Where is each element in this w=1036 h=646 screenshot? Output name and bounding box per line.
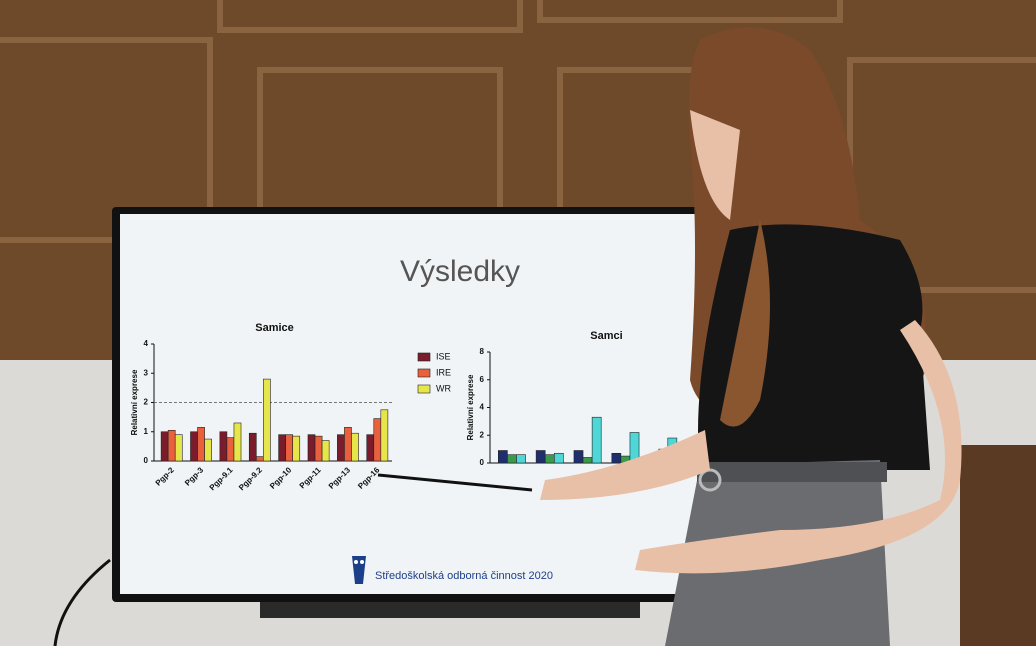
- chart-title: Samice: [255, 322, 294, 334]
- bar: [373, 418, 382, 462]
- legend-label: ISE: [436, 351, 451, 361]
- cable: [53, 558, 111, 646]
- tv-screen: [120, 214, 724, 594]
- legend-label: WR: [436, 383, 451, 393]
- cabinet: [960, 445, 1036, 646]
- pointer: [377, 473, 533, 492]
- legend-swatch: [417, 352, 431, 362]
- bar: [582, 457, 593, 464]
- bar: [380, 409, 389, 462]
- y-tick-label: 1: [144, 427, 149, 436]
- bar: [516, 454, 526, 464]
- bar: [292, 435, 301, 462]
- bar: [255, 456, 264, 462]
- slide-footer: Středoškolská odborná činnost 2020: [375, 570, 553, 582]
- bar: [204, 438, 212, 462]
- y-tick-label: 2: [144, 398, 149, 407]
- bar: [366, 434, 375, 462]
- bar: [226, 437, 235, 462]
- bar: [285, 434, 294, 462]
- bar: [167, 429, 176, 462]
- bar: [344, 427, 352, 462]
- bar: [174, 434, 183, 462]
- legend-label: IRE: [436, 367, 451, 377]
- bar: [337, 434, 345, 462]
- presenter: [540, 27, 962, 646]
- bar: [321, 440, 330, 462]
- bar: [535, 450, 546, 464]
- bar: [314, 435, 323, 462]
- bar: [190, 431, 198, 462]
- logo: [352, 556, 366, 584]
- y-tick-label: 3: [144, 368, 149, 377]
- bar: [248, 432, 257, 462]
- y-tick-label: 4: [144, 339, 149, 348]
- y-axis-label: Relativní exprese: [466, 374, 475, 440]
- y-tick-label: 0: [480, 458, 485, 467]
- bar: [278, 434, 286, 462]
- y-axis-label: Relativní exprese: [130, 369, 139, 435]
- y-tick-label: 8: [480, 347, 485, 356]
- bar: [573, 450, 584, 464]
- bar: [611, 452, 622, 464]
- bar: [263, 378, 271, 462]
- y-tick-label: 0: [144, 456, 149, 465]
- legend-swatch: [417, 384, 431, 394]
- bar: [197, 427, 205, 462]
- tv-stand: [260, 602, 640, 618]
- bar: [233, 422, 242, 462]
- bar: [351, 432, 359, 462]
- bar: [553, 452, 564, 464]
- bar: [497, 450, 508, 464]
- y-tick-label: 2: [480, 430, 485, 439]
- bar: [544, 454, 555, 464]
- bar: [307, 434, 316, 462]
- y-tick-label: 4: [480, 403, 485, 412]
- bar: [219, 431, 228, 462]
- slide-title: Výsledky: [400, 255, 520, 288]
- bar: [160, 431, 169, 462]
- bar: [591, 416, 602, 464]
- legend-swatch: [417, 368, 431, 378]
- bar: [507, 454, 517, 464]
- chart-title: Samci: [590, 330, 622, 342]
- y-tick-label: 6: [480, 375, 485, 384]
